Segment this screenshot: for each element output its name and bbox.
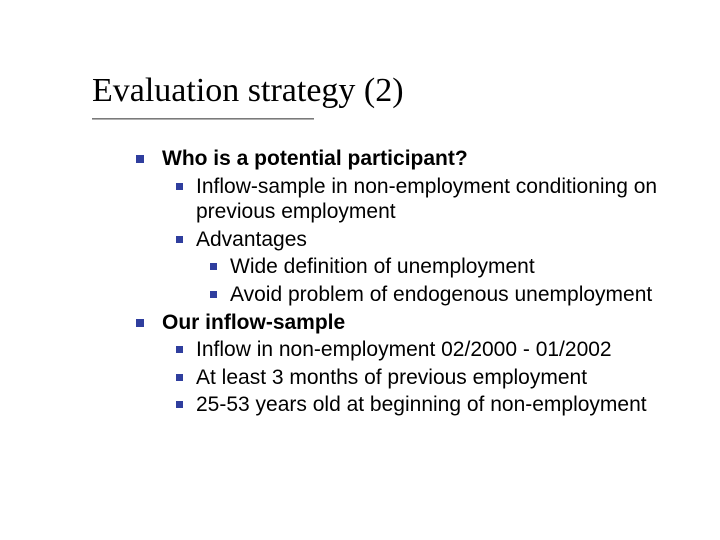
bullet-item-1-sub2: Advantages Wide definition of unemployme… [162, 227, 720, 308]
slide-title: Evaluation strategy (2) [92, 72, 720, 110]
bullet-item-1-sub1: Inflow-sample in non-employment conditio… [162, 174, 720, 225]
bullet-item-2-sublist: Inflow in non-employment 02/2000 - 01/20… [162, 337, 720, 418]
bullet-item-2-sub1: Inflow in non-employment 02/2000 - 01/20… [162, 337, 720, 363]
bullet-item-1-sublist: Inflow-sample in non-employment conditio… [162, 174, 720, 308]
bullet-item-2-sub3: 25-53 years old at beginning of non-empl… [162, 392, 720, 418]
bullet-list: Who is a potential participant? Inflow-s… [136, 146, 720, 418]
bullet-item-1-sub2a: Wide definition of unemployment [196, 254, 720, 280]
bullet-item-1: Who is a potential participant? Inflow-s… [136, 146, 720, 308]
slide: Evaluation strategy (2) Who is a potenti… [0, 0, 720, 540]
bullet-item-2: Our inflow-sample Inflow in non-employme… [136, 310, 720, 418]
bullet-item-2-head: Our inflow-sample [162, 311, 345, 334]
bullet-item-1-sub2-sublist: Wide definition of unemployment Avoid pr… [196, 254, 720, 307]
bullet-item-1-sub2-text: Advantages [196, 228, 307, 251]
bullet-item-2-sub2: At least 3 months of previous employment [162, 365, 720, 391]
bullet-item-1-sub2b: Avoid problem of endogenous unemployment [196, 282, 720, 308]
title-underline [92, 118, 314, 120]
bullet-item-1-head: Who is a potential participant? [162, 147, 468, 170]
